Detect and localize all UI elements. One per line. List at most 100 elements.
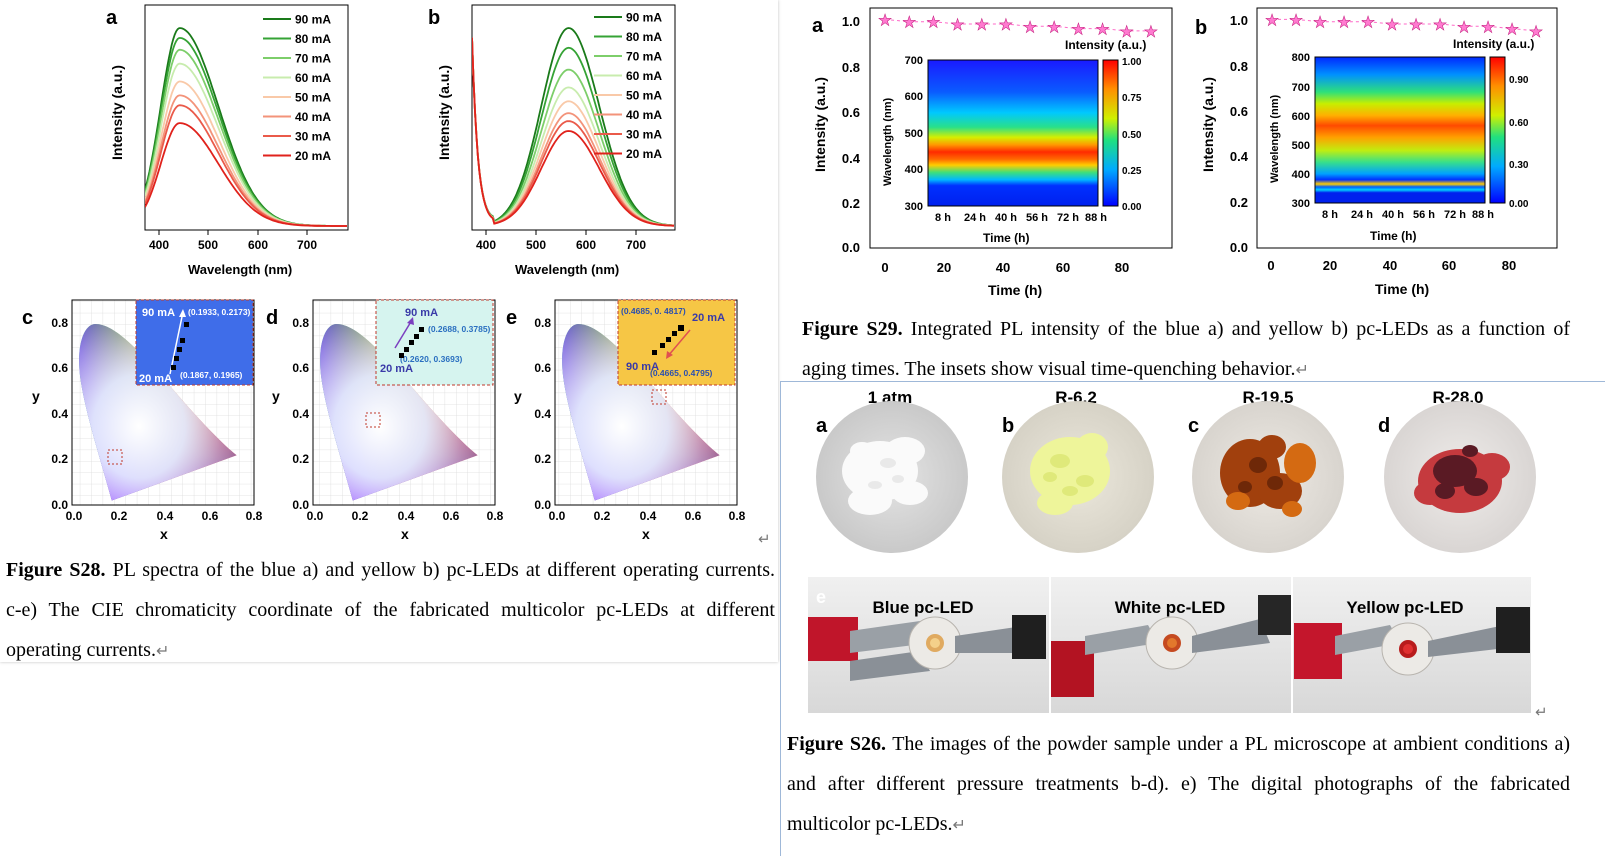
sample-letter-a: a (816, 415, 828, 437)
cie-e-inset (617, 299, 736, 386)
aging-a-xtick: 0 (881, 260, 888, 275)
cie-panel-c: c 90 mA 20 mA (0.1933, 0.2173) (0.1867, … (22, 299, 263, 542)
aging-star-point: ★ (1361, 15, 1375, 32)
aging-b-inset-title: Intensity (a.u.) (1453, 37, 1534, 51)
cie-e-xtick: 0.4 (640, 509, 657, 523)
aging-b-inset-xtick: 56 h (1413, 209, 1435, 221)
aging-star-point: ★ (1289, 12, 1303, 29)
caption-s29: Figure S29. Integrated PL intensity of t… (802, 309, 1570, 389)
cie-d-xlabel: x (401, 526, 409, 542)
legend-label: 60 mA (626, 69, 662, 83)
aging-star-point: ★ (1095, 22, 1109, 39)
aging-a-ytick: 0.2 (842, 196, 860, 211)
cie-d-coord-top: (0.2688, 0.3785) (428, 324, 491, 334)
caption-s26-line2: and after different pressure treatments … (787, 773, 1570, 795)
sample-letter-c: c (1188, 415, 1199, 437)
legend-label: 20 mA (295, 149, 331, 163)
aging-star-point: ★ (1265, 12, 1279, 29)
plot-b-xlabel: Wavelength (nm) (515, 262, 619, 277)
aging-a-cbar-tick: 0.25 (1122, 166, 1142, 177)
spectrum-line-80-mA (472, 37, 675, 227)
legend-label: 20 mA (626, 147, 662, 161)
aging-b-xtick: 40 (1383, 258, 1397, 273)
aging-star-point: ★ (1313, 15, 1327, 32)
cie-c-xtick: 0.4 (157, 509, 174, 523)
cie-e-inset-bottom: 90 mA (626, 361, 659, 373)
cie-e-ytick: 0.2 (534, 452, 551, 466)
aging-b-inset-ytick: 400 (1292, 169, 1310, 181)
cie-panel-e: e (0.4685, 0. 4817) 20 mA 90 mA (0.4665,… (506, 299, 746, 542)
aging-b-cbar-tick: 0.90 (1509, 75, 1529, 86)
paragraph-mark: ↵ (952, 817, 966, 834)
legend-label: 90 mA (295, 13, 331, 27)
plot-b-xtick: 600 (576, 238, 596, 252)
paragraph-mark: ↵ (1535, 704, 1548, 721)
aging-a-inset-xtick: 40 h (995, 212, 1017, 224)
caption-s29-line1: Integrated PL intensity of the blue a) a… (910, 318, 1570, 340)
aging-a-xtick: 40 (996, 260, 1010, 275)
cie-c-ytick: 0.4 (51, 407, 68, 421)
sample-dish-b (1002, 401, 1154, 553)
figure-s26-samples: 1 atm R-6.2 R-19.5 R-28.0 a b c d (808, 388, 1548, 721)
paragraph-mark: ↵ (1295, 362, 1309, 379)
aging-a-inset-xtick: 24 h (964, 212, 986, 224)
cie-c-letter: c (22, 307, 33, 329)
aging-a-xtick: 20 (937, 260, 951, 275)
legend-label: 30 mA (295, 130, 331, 144)
aging-star-point: ★ (1505, 22, 1519, 39)
aging-a-cbar-tick: 1.00 (1122, 57, 1142, 68)
legend-label: 90 mA (626, 11, 662, 25)
led-white-clips (1050, 595, 1292, 697)
aging-star-point: ★ (1433, 17, 1447, 34)
plot-b-ylabel: Intensity (a.u.) (436, 65, 452, 160)
aging-a-frame (869, 7, 1173, 249)
aging-star-point: ★ (1337, 15, 1351, 32)
aging-star-point: ★ (1385, 17, 1399, 34)
cie-d-xtick: 0.2 (352, 509, 369, 523)
aging-b-inset-ytick: 500 (1292, 140, 1310, 152)
aging-star-point: ★ (999, 17, 1013, 34)
cie-c-ytick: 0.6 (51, 361, 68, 375)
aging-a-xlabel: Time (h) (988, 282, 1042, 298)
aging-b-inset-xtick: 72 h (1444, 209, 1466, 221)
led-label-white: White pc-LED (1115, 598, 1226, 617)
legend-label: 80 mA (626, 30, 662, 44)
caption-s29-label: Figure S29. (802, 318, 903, 340)
aging-star-point: ★ (1457, 19, 1471, 36)
aging-a-xtick: 60 (1056, 260, 1070, 275)
cie-c-coord-top: (0.1933, 0.2173) (188, 307, 251, 317)
cie-d-ytick: 0.6 (292, 361, 309, 375)
cie-e-inset-top: 20 mA (692, 312, 725, 324)
cie-d-xtick: 0.8 (487, 509, 504, 523)
sample-dish-c (1192, 401, 1344, 553)
aging-star-point: ★ (1144, 24, 1158, 41)
aging-star-point: ★ (1071, 22, 1085, 39)
aging-a-heatmap (927, 59, 1099, 207)
cie-e-ytick: 0.8 (534, 316, 551, 330)
aging-a-ytick: 0.4 (842, 151, 861, 166)
aging-b-ytick: 0.4 (1230, 149, 1249, 164)
cie-d-xtick: 0.4 (398, 509, 415, 523)
aging-b-letter: b (1195, 17, 1207, 39)
legend-label: 50 mA (626, 89, 662, 103)
caption-s28-line1: PL spectra of the blue a) and yellow b) … (112, 559, 775, 581)
cie-e-xlabel: x (642, 526, 650, 542)
paragraph-mark: ↵ (155, 643, 170, 660)
led-letter-e: e (816, 587, 826, 607)
plot-b-xtick: 700 (626, 238, 646, 252)
cie-d-xtick: 0.6 (443, 509, 460, 523)
caption-s26-line3: multicolor pc-LEDs. (787, 813, 953, 835)
aging-a-inset-ytick: 400 (905, 164, 923, 176)
aging-star-point: ★ (950, 17, 964, 34)
plot-a-xtick: 500 (198, 238, 218, 252)
cie-e-coord-top: (0.4685, 0. 4817) (621, 306, 686, 316)
aging-a-ytick: 0.8 (842, 60, 860, 75)
panel-a-letter: a (106, 7, 118, 29)
aging-a-ytick: 0.0 (842, 240, 860, 255)
caption-s29-line2: aging times. The insets show visual time… (802, 358, 1296, 380)
aging-b-cbar-tick: 0.30 (1509, 160, 1529, 171)
legend-label: 80 mA (295, 32, 331, 46)
aging-b-frame (1256, 7, 1558, 249)
cie-d-ylabel: y (272, 388, 280, 404)
cie-e-ytick: 0.0 (534, 498, 551, 512)
